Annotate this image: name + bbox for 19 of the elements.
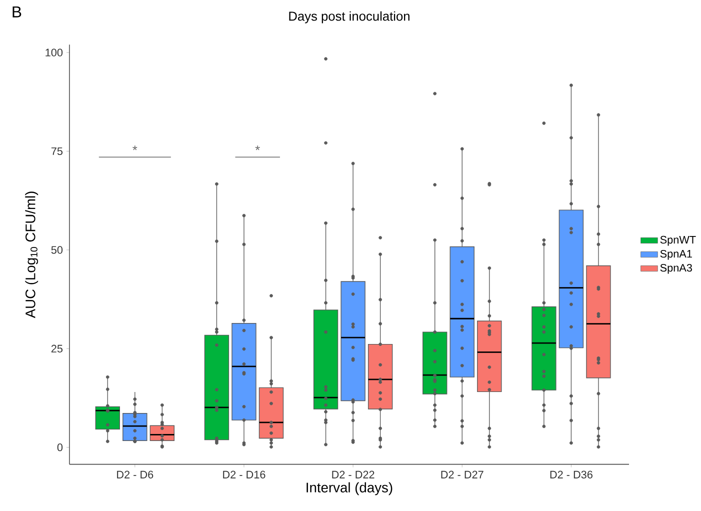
x-tick-label: D2 - D36 (550, 470, 592, 479)
x-tick-label: D2 - D16 (223, 470, 266, 479)
legend-label: SpnA3 (660, 264, 692, 274)
y-tick-label: 0 (57, 444, 63, 452)
legend-label: SpnWT (660, 236, 696, 246)
legend-label: SpnA1 (660, 250, 692, 260)
y-axis-title: AUC (Log$_{10}$ CFU/ml) (25, 192, 38, 318)
x-tick-label: D2 - D22 (332, 470, 374, 478)
annotation: * (132, 146, 138, 150)
text: B (12, 6, 22, 18)
y-tick-label: 75 (51, 147, 63, 156)
y-tick-label: 50 (51, 246, 63, 254)
y-tick-label: 100 (46, 48, 63, 56)
x-tick-label: D2 - D27 (441, 470, 484, 478)
x-tick-label: D2 - D6 (117, 470, 154, 479)
x-axis-title: Interval (days) (306, 482, 392, 496)
y-tick-label: 25 (51, 344, 63, 353)
annotation: * (255, 146, 260, 150)
chart-title: Days post inoculation (289, 11, 410, 24)
